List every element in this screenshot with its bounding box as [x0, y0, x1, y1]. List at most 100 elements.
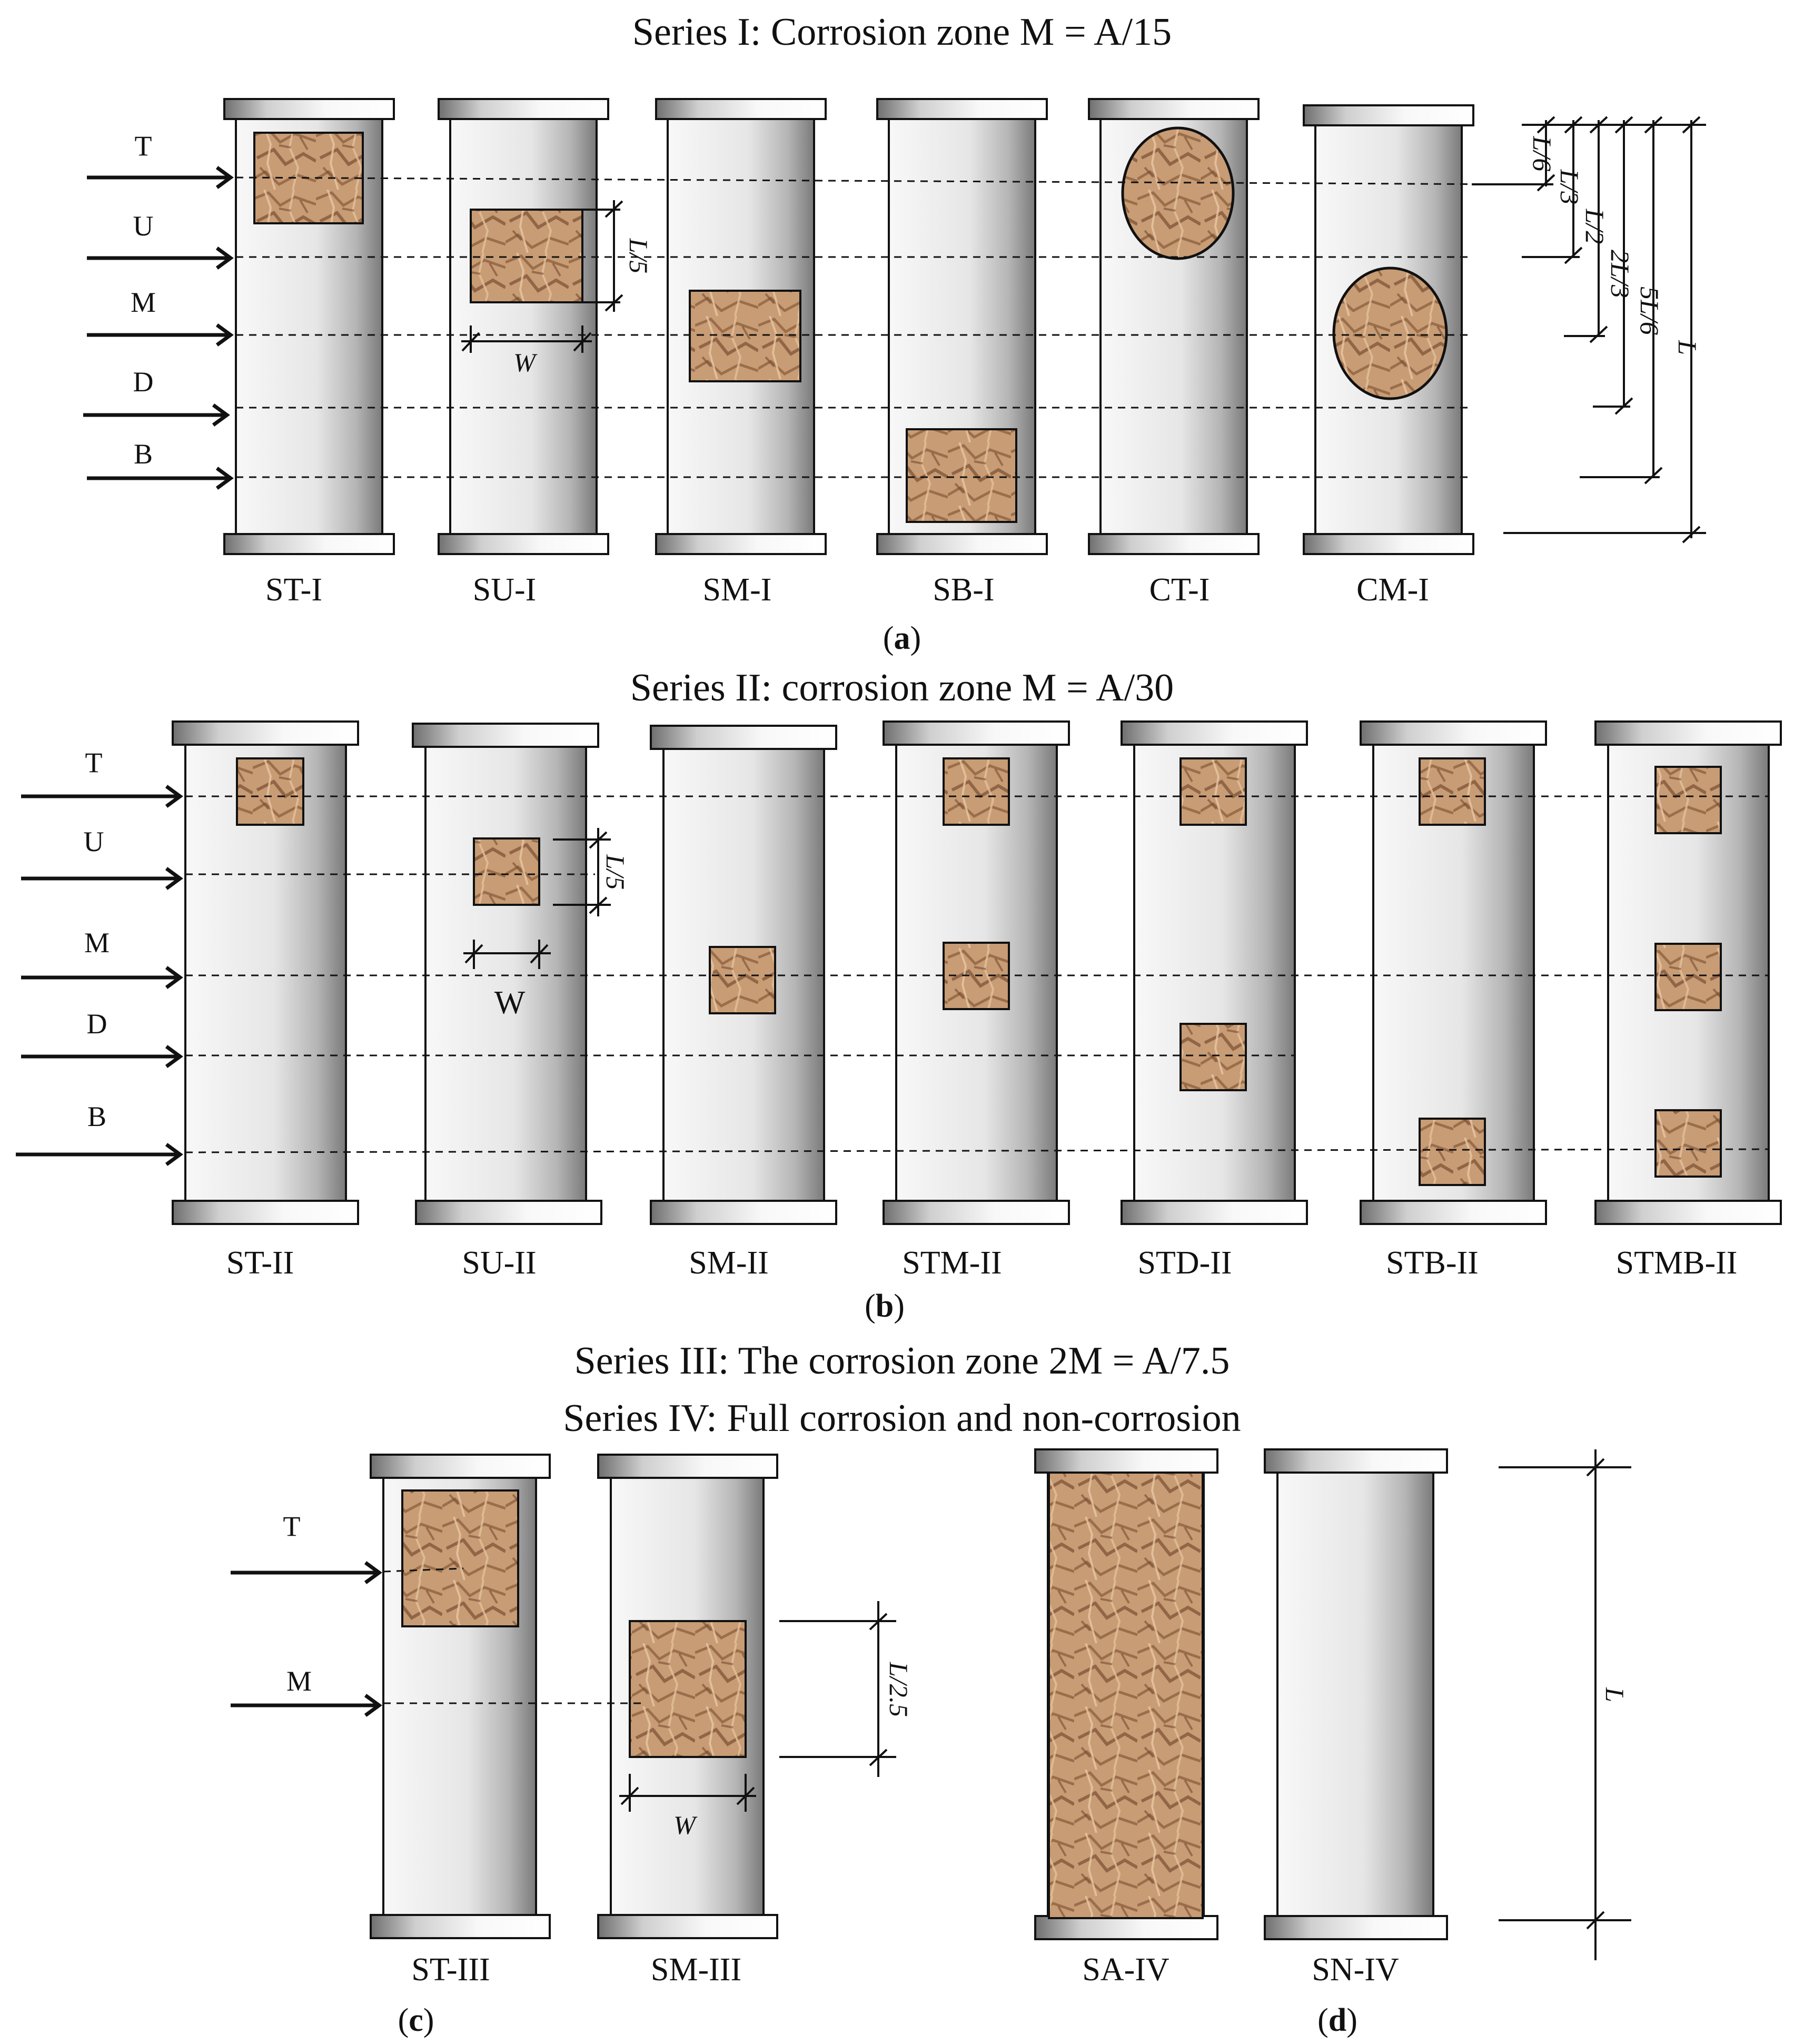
dim-label-l: L — [1673, 340, 1702, 355]
column-label-ct-i: CT-I — [1149, 572, 1210, 608]
dim-stack — [1472, 116, 1706, 544]
dim-label-l: L — [1600, 1687, 1630, 1702]
arrow-t — [21, 785, 183, 808]
column-stm-ii — [883, 720, 1070, 1225]
panel-label-a: (a) — [883, 620, 921, 656]
arrow-t — [87, 166, 234, 189]
level-label-m: M — [84, 927, 110, 959]
arrow-u — [87, 246, 234, 270]
panel-a: T U M D B L/5 W — [83, 98, 1706, 656]
arrow-d — [83, 403, 230, 427]
dim-w — [461, 325, 592, 353]
column-sb-i — [876, 98, 1048, 555]
arrow-m — [87, 323, 234, 347]
column-label-sa-iv: SA-IV — [1082, 1952, 1169, 1988]
column-label-std-ii: STD-II — [1137, 1245, 1232, 1281]
corrosion-zone — [1654, 766, 1722, 834]
dim-l — [1499, 1449, 1631, 1960]
column-label-cm-i: CM-I — [1356, 572, 1429, 608]
dim-label-l-over-5: L/5 — [601, 854, 630, 890]
level-label-b: B — [134, 438, 153, 470]
column-cm-i — [1303, 104, 1474, 555]
column-st-i — [223, 98, 395, 555]
dim-w — [619, 1774, 756, 1812]
corrosion-zone — [1654, 1109, 1722, 1178]
panel-label-c: (c) — [398, 2002, 434, 2038]
arrow-t — [231, 1561, 382, 1584]
level-label-t: T — [135, 130, 152, 162]
corrosion-zone — [1332, 266, 1448, 400]
column-label-sm-ii: SM-II — [689, 1245, 769, 1281]
column-stmb-ii — [1594, 720, 1782, 1225]
column-sm-i — [655, 98, 827, 555]
arrow-b — [87, 467, 234, 490]
column-label-stb-ii: STB-II — [1386, 1245, 1479, 1281]
dim-l-over-5 — [581, 200, 623, 312]
dim-label-l-over-2-5: L/2.5 — [884, 1662, 914, 1717]
level-label-b: B — [87, 1101, 106, 1132]
level-lines — [235, 176, 1506, 478]
level-label-t: T — [85, 747, 103, 778]
arrow-d — [21, 1045, 183, 1068]
column-label-st-i: ST-I — [265, 572, 322, 608]
arrow-m — [21, 966, 183, 989]
level-lines — [185, 795, 1770, 1153]
panel-d: L SA-IV SN-IV (d) — [1034, 1448, 1631, 2038]
level-label-d: D — [133, 366, 154, 398]
dim-label-w: W — [494, 985, 526, 1021]
corrosion-zone — [689, 290, 801, 382]
corrosion-zone — [1121, 126, 1235, 260]
column-label-st-ii: ST-II — [226, 1245, 294, 1281]
column-label-stmb-ii: STMB-II — [1616, 1245, 1738, 1281]
dim-label-l-over-6: L/6 — [1528, 136, 1557, 172]
level-label-d: D — [87, 1008, 107, 1040]
corrosion-zone — [1048, 1472, 1204, 1919]
column-label-sn-iv: SN-IV — [1312, 1952, 1399, 1988]
corrosion-zone — [1179, 1023, 1247, 1091]
dim-w — [463, 940, 551, 969]
dim-label-l-over-2: L/2 — [1580, 209, 1610, 244]
corrosion-zone — [943, 757, 1010, 826]
series-3-title: Series III: The corrosion zone 2M = A/7.… — [574, 1339, 1230, 1383]
column-su-i — [438, 98, 609, 555]
corrosion-zone — [629, 1620, 747, 1758]
corrosion-zone — [906, 428, 1017, 523]
corrosion-zone — [1654, 943, 1722, 1011]
column-st-iii — [370, 1454, 551, 1939]
corrosion-zone — [1419, 1118, 1486, 1186]
panel-label-d: (d) — [1317, 2002, 1357, 2038]
corrosion-zone — [1179, 757, 1247, 826]
column-su-ii — [412, 723, 602, 1225]
series-4-title: Series IV: Full corrosion and non-corros… — [563, 1397, 1241, 1440]
dim-l-over-2-5 — [779, 1601, 896, 1777]
dim-label-l-over-3: L/3 — [1555, 169, 1584, 205]
level-label-u: U — [133, 210, 154, 242]
column-label-sm-i: SM-I — [703, 572, 772, 608]
column-sn-iv — [1264, 1448, 1448, 1940]
series-2-title: Series II: corrosion zone M = A/30 — [630, 666, 1174, 709]
dim-l-over-5 — [553, 828, 611, 916]
column-label-st-iii: ST-III — [411, 1952, 490, 1988]
column-sa-iv — [1034, 1448, 1218, 1940]
column-sm-ii — [650, 725, 837, 1225]
column-std-ii — [1121, 720, 1308, 1225]
column-ct-i — [1088, 98, 1260, 555]
level-label-t: T — [283, 1510, 301, 1542]
level-label-u: U — [84, 826, 104, 857]
arrow-b — [16, 1143, 183, 1166]
corrosion-zone — [401, 1489, 519, 1627]
dim-label-w: W — [513, 348, 538, 377]
column-sm-iii — [597, 1454, 778, 1939]
column-label-sm-iii: SM-III — [651, 1952, 741, 1988]
column-st-ii — [172, 720, 359, 1225]
dim-label-5l-over-6: 5L/6 — [1635, 287, 1664, 335]
dim-label-l-over-5: L/5 — [624, 238, 653, 274]
dim-label-w: W — [673, 1810, 698, 1840]
level-label-m: M — [131, 287, 156, 318]
level-lines — [383, 1567, 643, 1704]
panel-label-b: (b) — [865, 1288, 905, 1324]
corrosion-zone — [470, 209, 583, 303]
column-label-stm-ii: STM-II — [902, 1245, 1002, 1281]
arrow-u — [21, 867, 183, 890]
